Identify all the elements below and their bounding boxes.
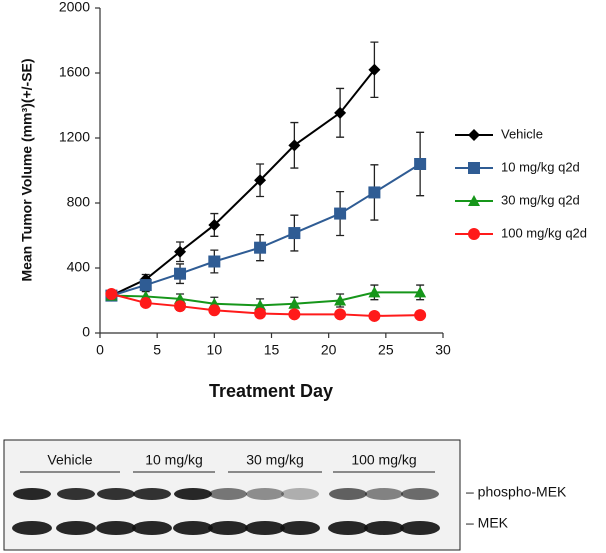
marker xyxy=(368,63,381,76)
blot-band xyxy=(133,488,171,500)
blot-band xyxy=(364,521,404,535)
marker xyxy=(208,218,221,231)
marker xyxy=(288,308,301,321)
y-tick-label: 2000 xyxy=(59,0,90,15)
legend-label: 100 mg/kg q2d xyxy=(501,225,587,240)
legend-marker xyxy=(468,129,480,141)
blot-band xyxy=(56,521,96,535)
x-tick-label: 5 xyxy=(153,342,161,358)
x-tick-label: 0 xyxy=(96,342,104,358)
x-axis-title: Treatment Day xyxy=(209,381,333,401)
marker xyxy=(414,158,427,170)
x-tick-label: 25 xyxy=(378,342,394,358)
blot-group-label: 30 mg/kg xyxy=(246,452,304,468)
legend-marker xyxy=(468,162,480,174)
legend-marker xyxy=(468,195,480,206)
blot-band xyxy=(280,521,320,535)
blot-band xyxy=(13,488,51,500)
legend-label: Vehicle xyxy=(501,126,543,141)
marker xyxy=(368,286,381,298)
marker xyxy=(334,207,347,220)
marker xyxy=(288,227,301,240)
y-tick-label: 400 xyxy=(67,259,91,275)
marker xyxy=(254,307,267,320)
marker xyxy=(174,245,187,258)
marker xyxy=(105,288,118,300)
blot-band xyxy=(365,488,403,500)
blot-band-label: – phospho-MEK xyxy=(466,484,567,500)
marker xyxy=(334,294,347,306)
series-line xyxy=(111,69,376,297)
marker xyxy=(254,299,267,311)
blot-band xyxy=(96,521,136,535)
marker xyxy=(414,286,427,298)
blot-band xyxy=(208,521,248,535)
blot-band xyxy=(400,521,440,535)
blot-band xyxy=(173,521,213,535)
blot-group-label: 100 mg/kg xyxy=(351,452,416,468)
blot-band xyxy=(329,488,367,500)
blot-band-label: – MEK xyxy=(466,515,509,531)
blot-band xyxy=(328,521,368,535)
marker xyxy=(208,255,221,268)
x-tick-label: 20 xyxy=(321,342,337,358)
y-tick-label: 800 xyxy=(67,194,91,210)
marker xyxy=(368,186,381,199)
marker xyxy=(139,296,152,309)
blot-band xyxy=(12,521,52,535)
marker xyxy=(174,267,187,280)
legend-label: 30 mg/kg q2d xyxy=(501,192,580,207)
blot-band xyxy=(97,488,135,500)
blot-band xyxy=(132,521,172,535)
blot-band xyxy=(209,488,247,500)
y-tick-label: 1600 xyxy=(59,64,90,80)
blot-band xyxy=(174,488,212,500)
marker xyxy=(414,309,427,322)
marker xyxy=(139,279,152,292)
blot-band xyxy=(281,488,319,500)
y-tick-label: 1200 xyxy=(59,129,90,145)
legend-label: 10 mg/kg q2d xyxy=(501,159,580,174)
marker xyxy=(288,297,301,309)
blot-group-label: Vehicle xyxy=(47,452,92,468)
blot-band xyxy=(401,488,439,500)
blot-group-label: 10 mg/kg xyxy=(145,452,203,468)
marker xyxy=(254,241,267,254)
marker xyxy=(288,139,301,152)
marker xyxy=(368,309,381,322)
marker xyxy=(334,106,347,119)
legend-marker xyxy=(468,228,480,240)
marker xyxy=(254,174,267,187)
blot-band xyxy=(245,521,285,535)
x-tick-label: 10 xyxy=(207,342,223,358)
x-tick-label: 30 xyxy=(435,342,451,358)
marker xyxy=(334,308,347,321)
y-tick-label: 0 xyxy=(82,324,90,340)
y-axis-title: Mean Tumor Volume (mm³)(+/-SE) xyxy=(19,58,35,281)
blot-band xyxy=(57,488,95,500)
x-tick-label: 15 xyxy=(264,342,280,358)
marker xyxy=(208,304,221,317)
blot-band xyxy=(246,488,284,500)
marker xyxy=(174,300,187,313)
